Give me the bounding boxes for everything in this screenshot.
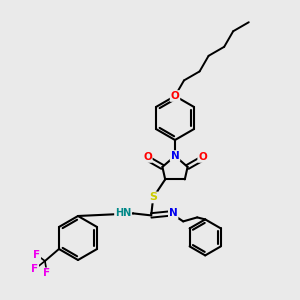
Text: F: F bbox=[32, 264, 38, 274]
Text: O: O bbox=[171, 91, 179, 101]
Text: N: N bbox=[171, 151, 179, 161]
Text: HN: HN bbox=[115, 208, 131, 218]
Text: O: O bbox=[198, 152, 207, 162]
Text: S: S bbox=[149, 192, 157, 203]
Text: N: N bbox=[169, 208, 178, 218]
Text: O: O bbox=[143, 152, 152, 162]
Text: F: F bbox=[44, 268, 50, 278]
Text: F: F bbox=[33, 250, 40, 260]
